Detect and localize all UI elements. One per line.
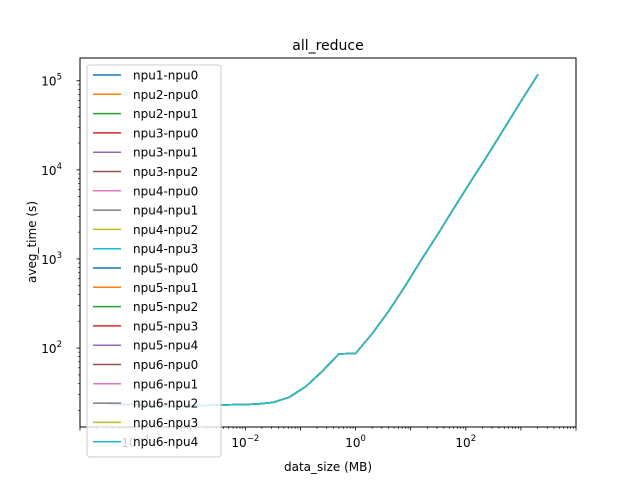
x-axis-label: data_size (MB) [284, 460, 372, 474]
legend-label-npu5-npu1: npu5-npu1 [133, 281, 198, 295]
x-tick-label: 10−2 [231, 434, 259, 450]
legend-label-npu2-npu1: npu2-npu1 [133, 107, 198, 121]
y-axis-ticks: 102 103 104 105 [41, 73, 80, 411]
y-tick-label: 104 [41, 162, 62, 178]
legend-label-npu3-npu2: npu3-npu2 [133, 165, 198, 179]
legend-label-npu5-npu4: npu5-npu4 [133, 339, 198, 353]
y-tick-label: 105 [41, 73, 62, 89]
legend-label-npu4-npu2: npu4-npu2 [133, 223, 198, 237]
axes-frame [79, 57, 577, 428]
legend-label-npu4-npu0: npu4-npu0 [133, 184, 198, 198]
y-tick-label: 103 [41, 251, 62, 267]
legend-label-npu5-npu2: npu5-npu2 [133, 300, 198, 314]
legend-label-npu4-npu3: npu4-npu3 [133, 242, 198, 256]
chart-title: all_reduce [292, 38, 364, 54]
legend-label-npu6-npu1: npu6-npu1 [133, 377, 198, 391]
x-tick-label: 100 [345, 434, 366, 450]
legend-label-npu5-npu3: npu5-npu3 [133, 319, 198, 333]
legend-label-npu5-npu0: npu5-npu0 [133, 262, 198, 276]
legend-label-npu3-npu0: npu3-npu0 [133, 126, 198, 140]
legend-box [86, 64, 222, 458]
y-axis-label: aveg_time (s) [25, 201, 39, 283]
legend-label-npu6-npu4: npu6-npu4 [133, 435, 198, 449]
legend-label-npu3-npu1: npu3-npu1 [133, 146, 198, 160]
legend-label-npu1-npu0: npu1-npu0 [133, 69, 198, 83]
legend-label-npu2-npu0: npu2-npu0 [133, 88, 198, 102]
legend: npu1-npu0 npu2-npu0 npu2-npu1 npu3-npu0 npu3… [86, 64, 222, 458]
legend-label-npu6-npu3: npu6-npu3 [133, 416, 198, 430]
x-tick-label: 102 [455, 434, 476, 450]
y-tick-label: 102 [41, 340, 62, 356]
legend-label-npu4-npu1: npu4-npu1 [133, 204, 198, 218]
legend-label-npu6-npu2: npu6-npu2 [133, 397, 198, 411]
legend-label-npu6-npu0: npu6-npu0 [133, 358, 198, 372]
